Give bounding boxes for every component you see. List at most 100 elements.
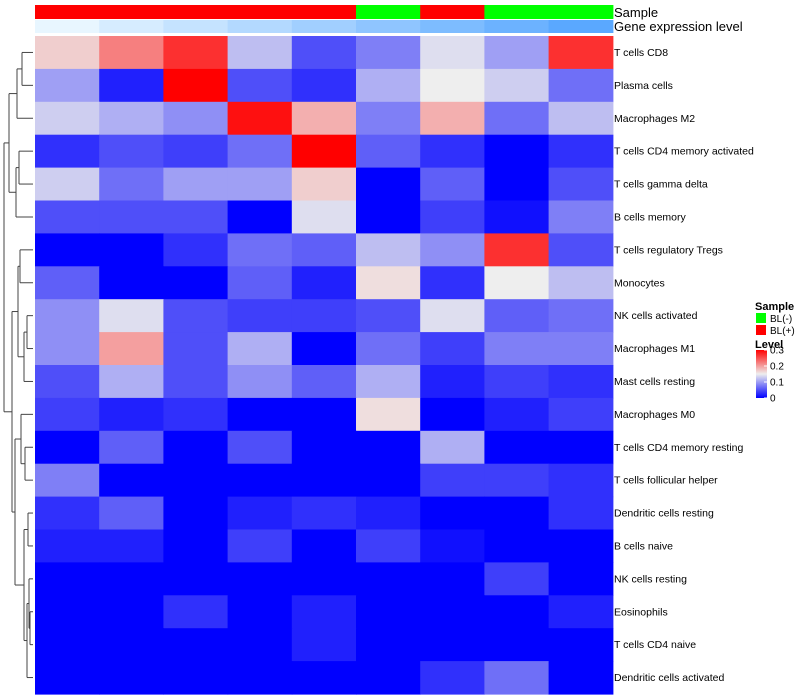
heatmap-cell <box>548 299 614 333</box>
heatmap-cell <box>420 496 485 531</box>
heatmap-cell <box>356 266 421 300</box>
heatmap-cell <box>484 332 550 366</box>
heatmap-cell <box>484 233 550 267</box>
heatmap-cell <box>35 101 100 136</box>
heatmap-cell <box>484 430 550 465</box>
expression-level-annotation-cell <box>99 20 164 33</box>
heatmap-cell <box>420 332 485 366</box>
heatmap-cell <box>484 167 550 202</box>
heatmap-cell <box>99 529 164 563</box>
annotation-label: Sample <box>614 5 658 20</box>
row-label: T cells follicular helper <box>614 475 718 487</box>
heatmap-cell <box>291 496 357 531</box>
heatmap-cell <box>484 200 550 234</box>
heatmap-cell <box>420 365 485 399</box>
heatmap-cell <box>227 200 293 234</box>
heatmap-cell <box>548 562 614 596</box>
heatmap-cell <box>420 661 485 695</box>
heatmap-cell <box>99 233 164 267</box>
heatmap-cell <box>548 332 614 366</box>
heatmap-cell <box>163 661 229 695</box>
heatmap-cell <box>484 463 550 498</box>
heatmap-cell <box>356 299 421 333</box>
heatmap-cell <box>420 167 485 202</box>
heatmap-cell <box>227 101 293 136</box>
heatmap-cell <box>356 595 421 629</box>
heatmap-cell <box>420 299 485 333</box>
row-label: Macrophages M0 <box>614 409 695 421</box>
heatmap-cell <box>484 68 550 103</box>
heatmap-cell <box>163 332 229 366</box>
heatmap-cell <box>35 36 100 70</box>
heatmap-cell <box>356 496 421 531</box>
heatmap-cell <box>227 628 293 662</box>
heatmap-cell <box>163 167 229 202</box>
heatmap-cell <box>99 463 164 498</box>
heatmap-cell <box>99 200 164 234</box>
heatmap-cell <box>35 430 100 465</box>
heatmap-cell <box>99 134 164 169</box>
heatmap-cell <box>484 299 550 333</box>
heatmap-cell <box>163 233 229 267</box>
row-label: B cells naive <box>614 540 673 552</box>
heatmap-cell <box>35 68 100 103</box>
row-label: T cells regulatory Tregs <box>614 244 723 256</box>
heatmap-cell <box>484 562 550 596</box>
heatmap-cell <box>227 167 293 202</box>
heatmap-cell <box>484 134 550 169</box>
heatmap-cell <box>548 595 614 629</box>
row-labels: T cells CD8 Plasma cells Macrophages M2 T c… <box>614 47 754 684</box>
sample-annotation-cell <box>163 5 229 19</box>
heatmap-cell <box>420 463 485 498</box>
heatmap-cell <box>484 529 550 563</box>
heatmap-cell <box>227 397 293 432</box>
expression-level-annotation-cell <box>227 20 293 33</box>
heatmap-cell <box>291 661 357 695</box>
heatmap-cell <box>163 562 229 596</box>
row-label: T cells CD8 <box>614 47 668 59</box>
heatmap-cell <box>163 463 229 498</box>
heatmap-cell <box>484 661 550 695</box>
sample-annotation-cell <box>99 5 164 19</box>
heatmap-cell <box>420 628 485 662</box>
heatmap-cell <box>35 595 100 629</box>
heatmap-cell <box>548 430 614 465</box>
heatmap-cell <box>291 332 357 366</box>
heatmap-cell <box>356 101 421 136</box>
heatmap-cell <box>356 661 421 695</box>
heatmap-cell <box>163 529 229 563</box>
level-legend-tick-label: 0 <box>770 394 776 405</box>
heatmap-cell <box>420 233 485 267</box>
heatmap-cell <box>484 595 550 629</box>
sample-annotation-cell <box>291 5 357 19</box>
heatmap-cell <box>484 496 550 531</box>
heatmap-cell <box>356 529 421 563</box>
heatmap-cell <box>356 68 421 103</box>
heatmap-cell <box>291 299 357 333</box>
heatmap-cell <box>420 200 485 234</box>
heatmap-cell <box>227 68 293 103</box>
sample-legend-label: BL(+) <box>770 326 795 337</box>
row-label: Macrophages M2 <box>614 113 695 125</box>
row-label: Monocytes <box>614 277 665 289</box>
sample-legend-swatch <box>756 313 766 323</box>
row-label: Dendritic cells resting <box>614 508 714 520</box>
heatmap-cell <box>548 167 614 202</box>
row-label: NK cells activated <box>614 310 698 322</box>
heatmap-cell <box>548 101 614 136</box>
expression-level-annotation-cell <box>548 20 614 33</box>
annotation-bars <box>35 5 614 33</box>
heatmap-cell <box>35 332 100 366</box>
heatmap-cell <box>356 233 421 267</box>
heatmap-cell <box>356 134 421 169</box>
heatmap-cell <box>291 463 357 498</box>
row-label: T cells CD4 naive <box>614 639 696 651</box>
heatmap-cell <box>227 562 293 596</box>
expression-level-annotation-cell <box>35 20 100 33</box>
heatmap-cell <box>99 266 164 300</box>
expression-level-annotation-cell <box>420 20 485 33</box>
row-label: T cells gamma delta <box>614 179 708 191</box>
sample-annotation-cell <box>420 5 485 19</box>
heatmap-cell <box>35 628 100 662</box>
